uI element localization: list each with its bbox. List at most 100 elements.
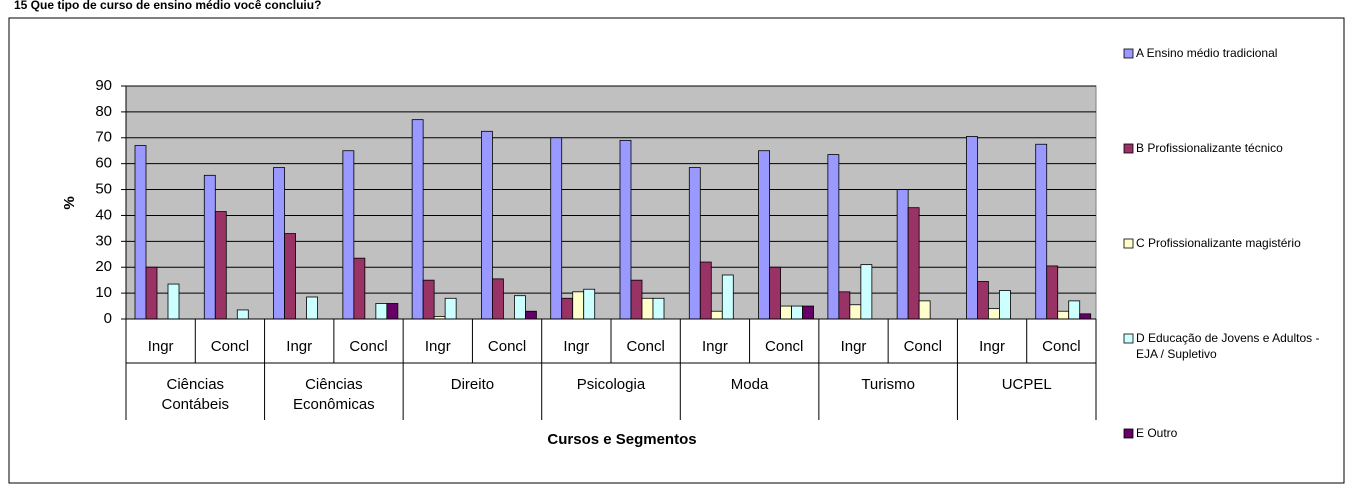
bar xyxy=(375,303,388,320)
bar xyxy=(203,174,216,320)
bar xyxy=(758,150,770,320)
x-tick-label: Ingr xyxy=(425,338,451,355)
legend-label: A Ensino médio tradicional xyxy=(1136,46,1278,60)
bar xyxy=(236,309,249,320)
y-tick-label: 30 xyxy=(95,232,112,249)
bar xyxy=(780,305,792,320)
y-axis-title: % xyxy=(61,196,78,209)
bar xyxy=(849,304,862,320)
bar xyxy=(977,281,989,320)
chart-border xyxy=(8,17,1345,484)
y-tick-label: 0 xyxy=(104,310,112,327)
bar xyxy=(769,266,781,320)
bar xyxy=(1046,265,1059,320)
chart-title: 15 Que tipo de curso de ensino médio voc… xyxy=(14,0,321,12)
bar xyxy=(145,266,158,320)
x-tick-label: Ingr xyxy=(702,338,728,355)
legend-label: D Educação de Jovens e Adultos - EJA / S… xyxy=(1136,331,1320,361)
bar xyxy=(827,154,840,320)
x-tick-label: Ingr xyxy=(979,338,1005,355)
bar xyxy=(630,279,643,320)
plot-area xyxy=(125,85,1097,320)
bar xyxy=(791,305,803,320)
legend-swatch xyxy=(1123,48,1134,59)
x-tick-label: Ingr xyxy=(286,338,312,355)
x-axis-title: Cursos e Segmentos xyxy=(547,431,696,448)
bar xyxy=(802,305,814,320)
bar xyxy=(386,303,399,320)
bar xyxy=(907,207,920,320)
x-tick-label: Concl xyxy=(765,338,803,355)
bar xyxy=(966,136,978,320)
bar xyxy=(525,310,537,320)
bar xyxy=(583,288,596,320)
x-tick-label: Concl xyxy=(1042,338,1080,355)
legend-swatch xyxy=(1123,143,1134,154)
group-label: Ciências Contábeis xyxy=(161,376,230,413)
bar xyxy=(699,261,712,320)
group-label: Ciências Econômicas xyxy=(292,376,375,413)
y-tick-label: 90 xyxy=(95,77,112,94)
bar xyxy=(999,290,1011,320)
y-tick-label: 70 xyxy=(95,129,112,146)
x-tick-label: Concl xyxy=(349,338,387,355)
bar xyxy=(838,291,851,320)
group-label: Direito xyxy=(450,376,495,393)
legend-label: E Outro xyxy=(1136,426,1178,440)
group-label: Psicologia xyxy=(576,376,646,393)
bar xyxy=(1035,143,1048,320)
y-tick-label: 40 xyxy=(95,206,112,223)
bar xyxy=(860,264,873,320)
bar xyxy=(342,150,355,320)
bar xyxy=(918,300,931,320)
bar xyxy=(353,257,366,320)
bar xyxy=(306,296,318,320)
bar xyxy=(134,145,147,320)
bar xyxy=(688,167,701,320)
bar xyxy=(652,297,665,320)
legend-label: B Profissionalizante técnico xyxy=(1136,141,1283,155)
bar xyxy=(988,308,1000,320)
x-tick-label: Ingr xyxy=(148,338,174,355)
bar xyxy=(641,297,654,320)
x-tick-label: Concl xyxy=(904,338,942,355)
y-tick-label: 60 xyxy=(95,155,112,172)
bar xyxy=(721,274,734,320)
group-label: UCPEL xyxy=(1001,376,1052,393)
bar xyxy=(710,310,723,320)
legend-swatch xyxy=(1123,238,1134,249)
bar xyxy=(273,167,285,320)
bar xyxy=(572,291,585,320)
bar xyxy=(411,119,424,320)
bar xyxy=(561,297,574,320)
y-tick-label: 20 xyxy=(95,258,112,275)
bar xyxy=(167,283,180,320)
y-tick-label: 10 xyxy=(95,284,112,301)
x-tick-label: Ingr xyxy=(841,338,867,355)
x-tick-label: Concl xyxy=(211,338,249,355)
group-label: Turismo xyxy=(861,376,915,393)
bar xyxy=(550,137,563,320)
legend-label: C Profissionalizante magistério xyxy=(1136,236,1301,250)
bar xyxy=(1068,300,1081,320)
bar xyxy=(481,130,493,320)
bar xyxy=(1079,313,1092,320)
bar xyxy=(896,189,909,320)
y-tick-label: 80 xyxy=(95,103,112,120)
legend-swatch xyxy=(1123,428,1134,439)
legend-swatch xyxy=(1123,333,1134,344)
bar xyxy=(514,295,526,320)
group-label: Moda xyxy=(730,376,769,393)
bar xyxy=(214,211,227,320)
bar xyxy=(284,233,296,320)
bar xyxy=(444,297,457,320)
bar xyxy=(619,139,632,320)
bar xyxy=(422,279,435,320)
x-tick-label: Concl xyxy=(488,338,526,355)
x-tick-label: Concl xyxy=(626,338,664,355)
bar xyxy=(1057,310,1070,320)
y-tick-label: 50 xyxy=(95,181,112,198)
x-tick-label: Ingr xyxy=(563,338,589,355)
